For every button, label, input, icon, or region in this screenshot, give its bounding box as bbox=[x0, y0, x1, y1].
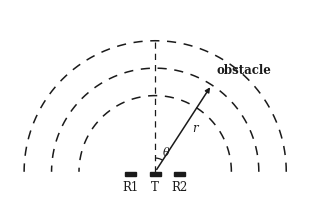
Bar bbox=[174, 172, 185, 176]
Text: T: T bbox=[151, 181, 159, 194]
Text: R1: R1 bbox=[123, 181, 139, 194]
Text: obstacle: obstacle bbox=[216, 64, 271, 77]
Text: θ: θ bbox=[162, 148, 169, 158]
Text: r: r bbox=[193, 122, 198, 135]
Bar bbox=[126, 172, 136, 176]
Bar bbox=[150, 172, 161, 176]
Text: R2: R2 bbox=[171, 181, 188, 194]
